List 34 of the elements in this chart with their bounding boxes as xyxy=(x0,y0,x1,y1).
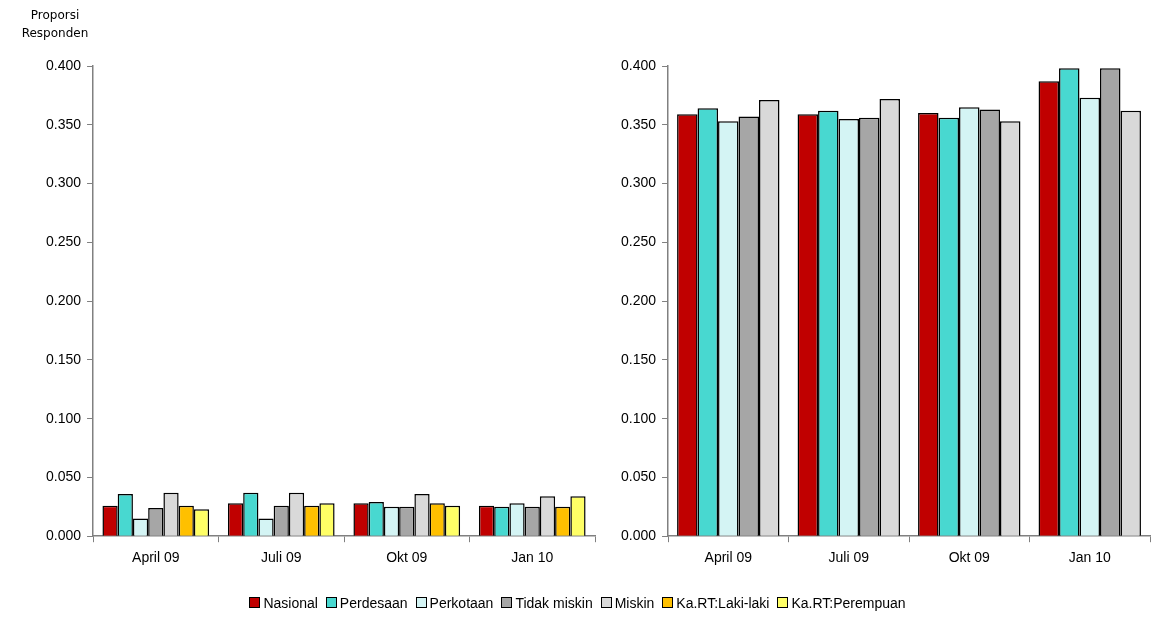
x-tick-label: Okt 09 xyxy=(948,549,991,566)
x-tick-label: Jan 10 xyxy=(511,549,554,566)
x-tick-label: Juli 09 xyxy=(828,549,870,566)
y-tick-label: 0.100 xyxy=(45,409,82,426)
x-tick-label: Juli 09 xyxy=(261,549,302,566)
y-tick-label: 0.000 xyxy=(620,527,657,544)
y-tick-label: 0.250 xyxy=(620,233,657,250)
legend-label: Ka.RT:Perempuan xyxy=(790,595,906,611)
y-axis-title: Proporsi Responden xyxy=(20,7,90,42)
y-tick-label: 0.400 xyxy=(620,56,657,73)
y-tick-label: 0.200 xyxy=(620,291,657,308)
y-tick-label: 0.300 xyxy=(620,174,657,191)
y-tick-label: 0.350 xyxy=(45,115,82,132)
legend-label: Nasional xyxy=(262,595,318,611)
x-tick-label: April 09 xyxy=(132,549,180,566)
y-tick-label: 0.200 xyxy=(45,291,82,308)
legend-label: Tidak miskin xyxy=(514,595,593,611)
legend-label: Perdesaan xyxy=(338,595,408,611)
y-tick-label: 0.150 xyxy=(45,350,82,367)
y-tick-label: 0.150 xyxy=(620,350,657,367)
y-tick-label: 0.100 xyxy=(620,409,657,426)
legend-label: Perkotaan xyxy=(428,595,494,611)
x-tick-label: Okt 09 xyxy=(386,549,428,566)
y-tick-label: 0.350 xyxy=(620,115,657,132)
y-tick-label: 0.300 xyxy=(45,174,82,191)
y-tick-label: 0.050 xyxy=(620,468,657,485)
y-tick-label: 0.000 xyxy=(45,527,82,544)
legend-label: Ka.RT:Laki-laki xyxy=(675,595,770,611)
x-tick-label: April 09 xyxy=(704,549,753,566)
legend-label: Miskin xyxy=(613,595,655,611)
y-tick-label: 0.250 xyxy=(45,233,82,250)
y-tick-label: 0.400 xyxy=(45,56,82,73)
x-tick-label: Jan 10 xyxy=(1068,549,1111,566)
y-tick-label: 0.050 xyxy=(45,468,82,485)
